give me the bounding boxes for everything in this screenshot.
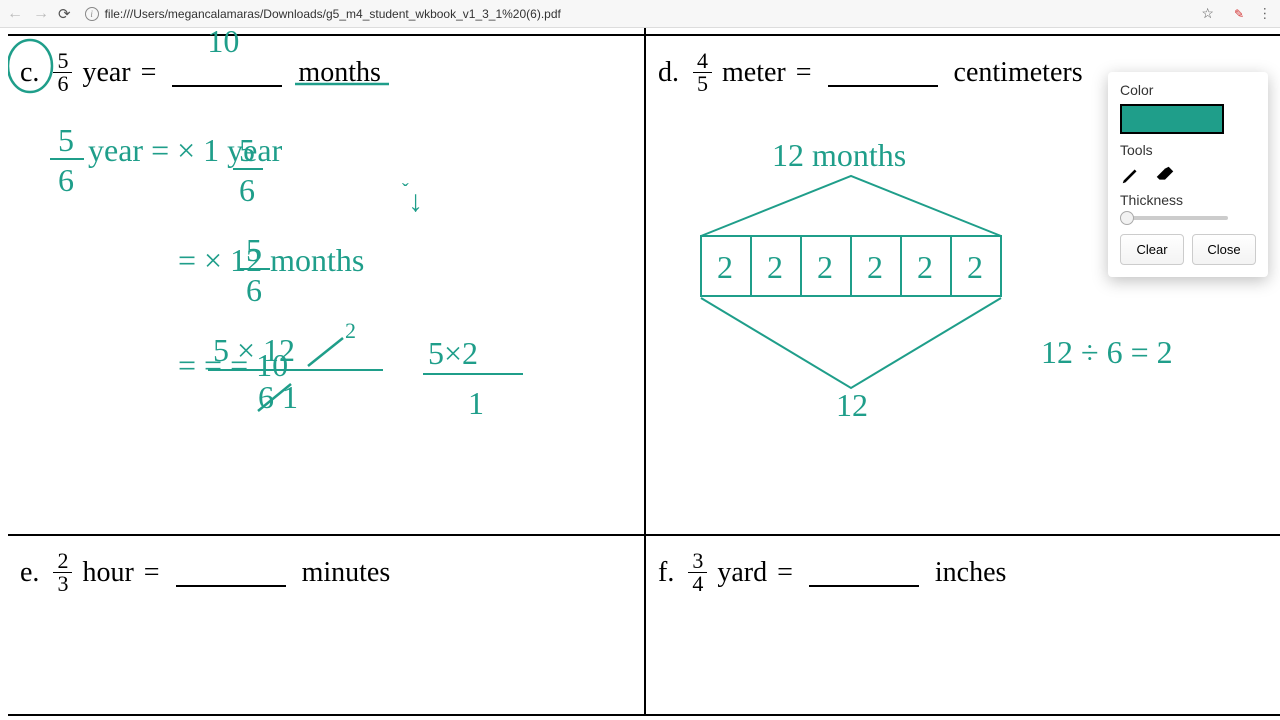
pen-tool-icon[interactable] — [1120, 164, 1142, 186]
svg-text:5: 5 — [58, 122, 74, 158]
svg-text:2: 2 — [817, 249, 833, 285]
kebab-menu-icon[interactable]: ⋯ — [1257, 7, 1274, 21]
url-text: file:///Users/megancalamaras/Downloads/g… — [105, 7, 561, 21]
problem-e-cell: e. 2 3 hour = minutes — [8, 536, 646, 716]
worksheet-grid: c. 5 6 year = 10 months 56year = × 1 yea… — [8, 28, 1280, 720]
svg-text:6: 6 — [246, 272, 262, 308]
svg-text:= × 12 months: = × 12 months — [178, 242, 364, 278]
browser-toolbar: ← → ⟳ i file:///Users/megancalamaras/Dow… — [0, 0, 1280, 28]
problem-c-cell: c. 5 6 year = 10 months 56year = × 1 yea… — [8, 36, 646, 536]
address-bar[interactable]: i file:///Users/megancalamaras/Downloads… — [79, 5, 1220, 22]
handwriting-c: 56year = × 1 year56↓ˇ= × 12 months56= = … — [8, 36, 646, 536]
svg-text:6: 6 — [239, 172, 255, 208]
tools-label: Tools — [1120, 142, 1256, 158]
svg-text:12: 12 — [836, 387, 868, 423]
fraction-f: 3 4 — [688, 550, 707, 595]
answer-blank-f — [809, 559, 919, 587]
forward-arrow-icon[interactable]: → — [32, 5, 50, 23]
problem-f: f. 3 4 yard = inches — [658, 550, 1268, 595]
bookmark-star-icon[interactable]: ☆ — [1201, 5, 1214, 22]
back-arrow-icon[interactable]: ← — [6, 5, 24, 23]
annotation-panel: Color Tools Thickness Clear Close — [1108, 72, 1268, 277]
problem-e: e. 2 3 hour = minutes — [20, 550, 632, 595]
svg-text:5×2: 5×2 — [428, 335, 478, 371]
eraser-tool-icon[interactable] — [1154, 164, 1176, 186]
thickness-slider[interactable] — [1120, 216, 1228, 220]
svg-text:↓: ↓ — [408, 185, 423, 218]
svg-text:2: 2 — [717, 249, 733, 285]
color-swatch[interactable] — [1120, 104, 1224, 134]
fraction-e: 2 3 — [53, 550, 72, 595]
svg-text:5 × 12: 5 × 12 — [213, 332, 295, 368]
slider-thumb[interactable] — [1120, 211, 1134, 225]
svg-text:2: 2 — [917, 249, 933, 285]
site-info-icon[interactable]: i — [85, 7, 99, 21]
svg-text:2: 2 — [967, 249, 983, 285]
refresh-icon[interactable]: ⟳ — [58, 5, 71, 23]
svg-text:1: 1 — [468, 385, 484, 421]
problem-f-cell: f. 3 4 yard = inches — [646, 536, 1280, 716]
answer-blank-e — [176, 559, 286, 587]
svg-text:2: 2 — [867, 249, 883, 285]
page-content: Color Tools Thickness Clear Close c. 5 — [0, 28, 1280, 720]
svg-text:2: 2 — [345, 318, 356, 343]
thickness-label: Thickness — [1120, 192, 1256, 208]
svg-text:6 1: 6 1 — [258, 379, 298, 415]
close-button[interactable]: Close — [1192, 234, 1256, 265]
svg-text:12 months: 12 months — [772, 137, 906, 173]
svg-text:12 ÷ 6 = 2: 12 ÷ 6 = 2 — [1041, 334, 1173, 370]
color-label: Color — [1120, 82, 1256, 98]
problem-letter: e. — [20, 557, 39, 589]
svg-text:6: 6 — [58, 162, 74, 198]
svg-text:5: 5 — [246, 232, 262, 268]
problem-letter: f. — [658, 557, 674, 589]
annotate-pencil-icon[interactable]: ✎ — [1234, 7, 1244, 21]
svg-text:5: 5 — [239, 132, 255, 168]
svg-text:ˇ: ˇ — [402, 180, 409, 202]
svg-text:2: 2 — [767, 249, 783, 285]
clear-button[interactable]: Clear — [1120, 234, 1184, 265]
